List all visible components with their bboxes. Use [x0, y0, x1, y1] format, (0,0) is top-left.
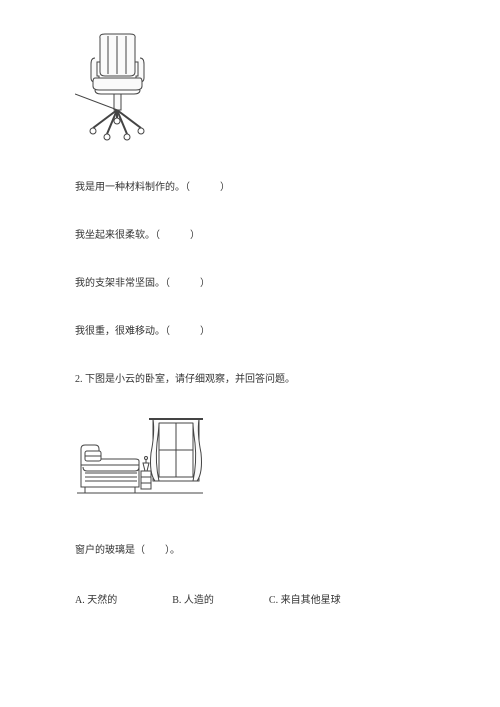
- q2-sub-question: 窗户的玻璃是（ ）。: [75, 543, 425, 559]
- q1-statement-3: 我的支架非常坚固。（ ）: [75, 276, 425, 292]
- q1-statement-1: 我是用一种材料制作的。（ ）: [75, 180, 425, 196]
- worksheet-page: 我是用一种材料制作的。（ ） 我坐起来很柔软。（ ） 我的支架非常坚固。（ ） …: [0, 0, 500, 636]
- q1-statement-2: 我坐起来很柔软。（ ）: [75, 228, 425, 244]
- bedroom-figure: [75, 413, 425, 513]
- option-c: C. 来自其他星球: [269, 591, 341, 606]
- q2-heading: 2. 下图是小云的卧室，请仔细观察，并回答问题。: [75, 372, 425, 388]
- option-b: B. 人造的: [172, 591, 214, 606]
- office-chair-icon: [75, 30, 160, 145]
- q2-options: A. 天然的 B. 人造的 C. 来自其他星球: [75, 591, 425, 606]
- bedroom-icon: [75, 413, 205, 508]
- q1-statement-4: 我很重，很难移动。（ ）: [75, 324, 425, 340]
- option-a: A. 天然的: [75, 591, 117, 606]
- chair-figure: [75, 30, 425, 150]
